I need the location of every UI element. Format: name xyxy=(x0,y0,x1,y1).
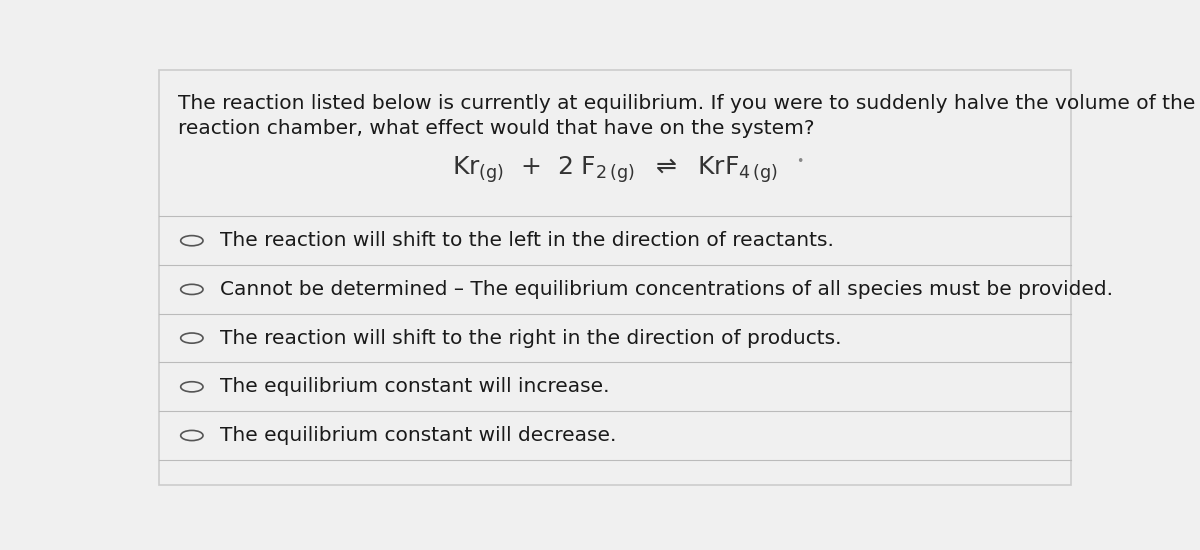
Text: The reaction will shift to the left in the direction of reactants.: The reaction will shift to the left in t… xyxy=(220,231,834,250)
Text: The reaction will shift to the right in the direction of products.: The reaction will shift to the right in … xyxy=(220,328,841,348)
Text: The reaction listed below is currently at equilibrium. If you were to suddenly h: The reaction listed below is currently a… xyxy=(178,94,1195,113)
FancyBboxPatch shape xyxy=(160,70,1070,485)
Text: reaction chamber, what effect would that have on the system?: reaction chamber, what effect would that… xyxy=(178,119,815,138)
Text: Cannot be determined – The equilibrium concentrations of all species must be pro: Cannot be determined – The equilibrium c… xyxy=(220,280,1112,299)
Text: Kr$_{\mathregular{(g)}}$  +  2 F$_{\mathregular{2\,(g)}}$  $\rightleftharpoons$ : Kr$_{\mathregular{(g)}}$ + 2 F$_{\mathre… xyxy=(452,155,778,185)
Text: •: • xyxy=(797,155,804,168)
Text: The equilibrium constant will decrease.: The equilibrium constant will decrease. xyxy=(220,426,616,445)
Text: The equilibrium constant will increase.: The equilibrium constant will increase. xyxy=(220,377,610,397)
